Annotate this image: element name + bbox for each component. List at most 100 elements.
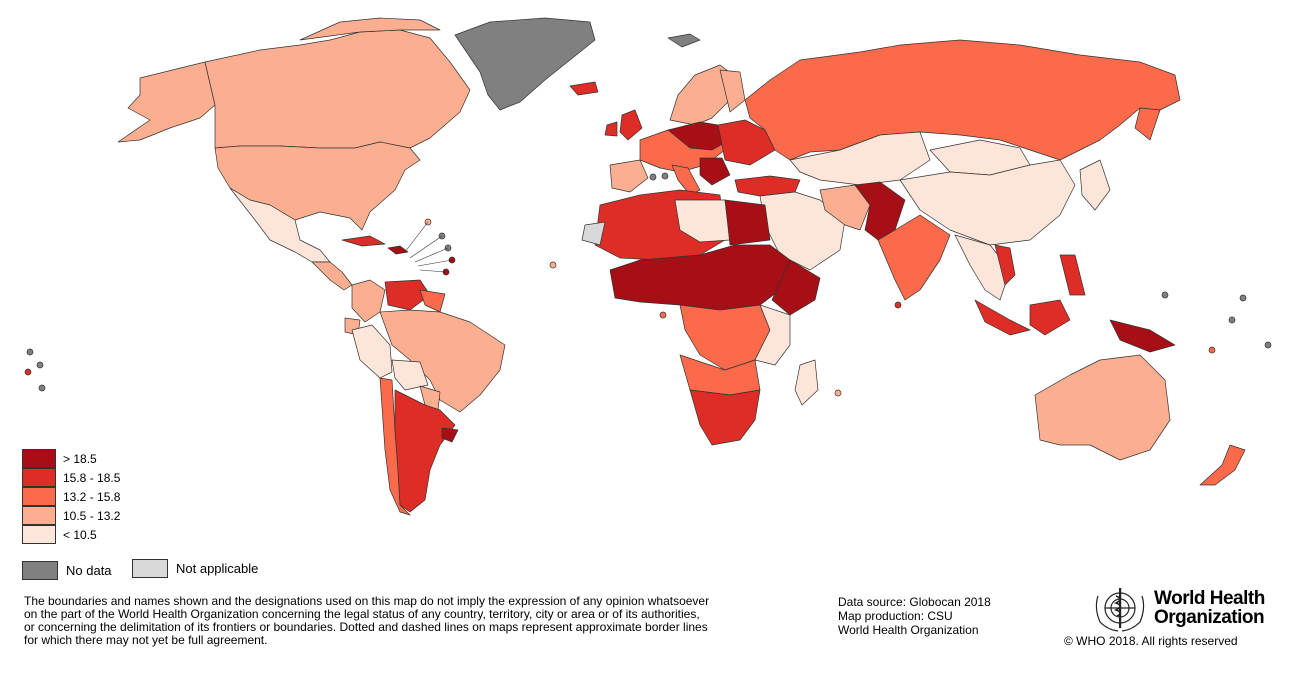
leader-line (419, 269, 447, 273)
leader-line (414, 247, 449, 263)
island-marker (1239, 294, 1247, 302)
legend-swatch (22, 487, 56, 506)
region-greenland (454, 17, 596, 111)
credit-line: Data source: Globocan 2018 (838, 595, 991, 609)
legend-label: 15.8 - 18.5 (63, 470, 121, 485)
island-marker (894, 301, 902, 309)
legend-label: < 10.5 (63, 527, 97, 542)
legend-not-applicable: Not applicable (132, 559, 258, 578)
island-marker (1228, 316, 1236, 324)
legend-item: 13.2 - 15.8 (22, 487, 120, 506)
region-russia (744, 39, 1181, 161)
island-marker (24, 368, 32, 376)
legend-label: No data (66, 563, 112, 578)
legend-item: > 18.5 (22, 449, 120, 468)
region-madagascar (794, 359, 819, 406)
region-china (899, 159, 1076, 246)
region-east-africa (754, 304, 791, 366)
island-marker (549, 261, 557, 269)
legend-swatch (22, 561, 58, 580)
leader-line (404, 221, 429, 253)
region-uk (619, 109, 643, 141)
legend-swatch (132, 559, 168, 578)
region-svalbard (667, 33, 701, 48)
legend-item: 15.8 - 18.5 (22, 468, 120, 487)
legend-swatch (22, 525, 56, 544)
region-mexico (229, 187, 331, 263)
island-marker (36, 361, 44, 369)
region-alaska (117, 61, 216, 143)
region-southeast-asia (954, 234, 1011, 301)
map-legend: > 18.5 15.8 - 18.5 13.2 - 15.8 10.5 - 13… (22, 449, 120, 544)
region-libya (674, 199, 731, 243)
region-venezuela (384, 279, 431, 311)
region-central-america (311, 261, 353, 291)
region-bolivia (391, 359, 429, 391)
region-vietnam (994, 244, 1016, 286)
region-brazil (379, 309, 506, 413)
region-uruguay (441, 427, 459, 443)
legend-no-data: No data (22, 561, 112, 580)
region-canada-islands (299, 17, 441, 41)
credit-line: World Health Organization (838, 623, 979, 637)
legend-item: 10.5 - 13.2 (22, 506, 120, 525)
region-australia (1034, 354, 1171, 461)
region-korea-japan (1079, 159, 1111, 211)
region-peru (351, 324, 393, 379)
region-usa (214, 141, 421, 231)
region-iberia (609, 159, 649, 193)
credit-line: Map production: CSU (838, 609, 953, 623)
who-name-line: World Health (1154, 588, 1265, 609)
region-balkans (699, 157, 731, 186)
region-horn-africa (771, 259, 821, 316)
island-marker (26, 348, 34, 356)
region-western-sahara (581, 221, 606, 246)
legend-label: 10.5 - 13.2 (63, 508, 121, 523)
legend-label: 13.2 - 15.8 (63, 489, 121, 504)
region-middle-east (759, 191, 846, 271)
region-kamchatka (1134, 107, 1161, 141)
region-guianas (419, 289, 446, 313)
copyright: © WHO 2018. All rights reserved (1064, 634, 1238, 648)
island-marker (38, 384, 46, 392)
legend-label: Not applicable (176, 561, 259, 576)
region-southern-africa (689, 389, 761, 446)
region-argentina (394, 389, 456, 513)
region-caribbean (387, 245, 409, 255)
legend-swatch (22, 449, 56, 468)
legend-label: > 18.5 (63, 451, 97, 466)
region-ireland (604, 121, 618, 137)
region-philippines (1059, 254, 1086, 296)
island-marker (661, 172, 669, 180)
disclaimer-line: for which there may not yet be full agre… (24, 633, 268, 647)
legend-swatch (22, 468, 56, 487)
region-indonesia (974, 299, 1031, 336)
who-emblem-icon (1095, 588, 1145, 632)
region-egypt (724, 199, 771, 246)
legend-swatch (22, 506, 56, 525)
who-name-line: Organization (1154, 607, 1265, 628)
region-india (877, 214, 951, 301)
island-marker (1161, 291, 1169, 299)
region-canada (204, 29, 471, 149)
island-marker (659, 311, 667, 319)
leader-line (409, 235, 443, 259)
world-map (24, 17, 1272, 516)
region-borneo-sulawesi (1029, 299, 1071, 336)
region-kazakhstan (789, 131, 931, 186)
region-chile (379, 377, 411, 516)
disclaimer-text: The boundaries and names shown and the d… (24, 595, 814, 647)
island-marker (649, 173, 657, 181)
region-new-zealand (1199, 444, 1246, 486)
disclaimer-line: The boundaries and names shown and the d… (24, 594, 710, 608)
credits: Data source: Globocan 2018 Map productio… (838, 595, 991, 637)
disclaimer-line: on the part of the World Health Organiza… (24, 607, 700, 621)
region-iceland (569, 81, 599, 96)
legend-item: < 10.5 (22, 525, 120, 544)
island-marker (1208, 346, 1216, 354)
island-marker (834, 389, 842, 397)
disclaimer-line: or concerning the delimitation of its fr… (24, 620, 708, 634)
who-logo: World Health Organization (1092, 582, 1265, 634)
island-marker (1264, 341, 1272, 349)
region-colombia (351, 279, 386, 323)
